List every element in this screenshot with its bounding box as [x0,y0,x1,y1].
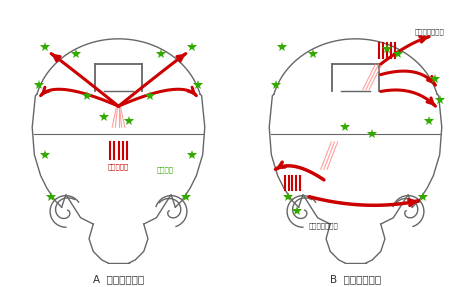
Text: A  全般てんかん: A 全般てんかん [93,275,144,285]
Text: 神経細胞: 神経細胞 [156,166,173,173]
Text: 側頭葉てんかん: 側頭葉てんかん [309,222,339,228]
Text: 過剰な活動: 過剰な活動 [108,163,129,170]
Text: 新皮質てんかん: 新皮質てんかん [414,28,444,35]
Text: B  部分てんかん: B 部分てんかん [330,275,381,285]
